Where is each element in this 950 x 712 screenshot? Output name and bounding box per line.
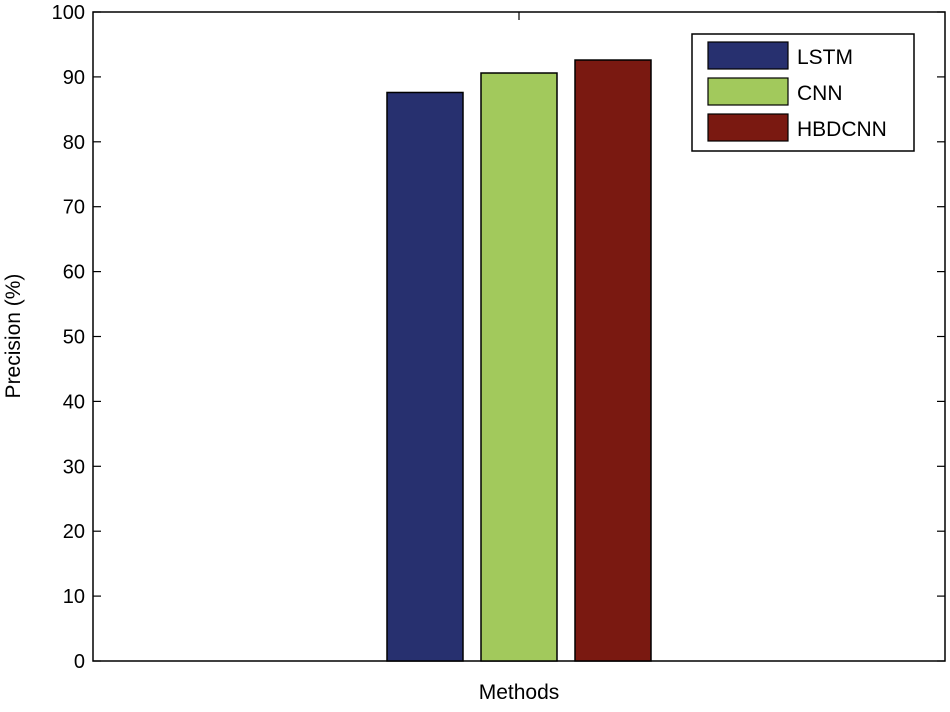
legend-swatch-cnn bbox=[707, 77, 789, 106]
y-tick-label: 50 bbox=[63, 327, 85, 349]
legend-label-hbdcnn: HBDCNN bbox=[797, 118, 887, 141]
legend-label-cnn: CNN bbox=[797, 82, 843, 105]
x-axis-label: Methods bbox=[479, 681, 560, 704]
legend: LSTM CNN HBDCNN bbox=[691, 33, 915, 152]
y-tick-label: 80 bbox=[63, 132, 85, 154]
legend-swatch-lstm bbox=[707, 41, 789, 70]
y-tick-label: 100 bbox=[52, 2, 85, 24]
y-tick-label: 0 bbox=[74, 651, 85, 673]
y-axis-ticks: 0 10 20 30 40 50 60 70 80 90 100 bbox=[52, 2, 945, 673]
bars bbox=[386, 59, 652, 662]
y-axis-label: Precision (%) bbox=[2, 274, 25, 399]
bar-lstm bbox=[386, 91, 464, 662]
bar-hbdcnn bbox=[574, 59, 652, 662]
legend-swatch-hbdcnn bbox=[707, 113, 789, 142]
y-tick-label: 30 bbox=[63, 456, 85, 478]
legend-label-lstm: LSTM bbox=[797, 46, 853, 69]
y-tick-label: 90 bbox=[63, 67, 85, 89]
y-tick-label: 40 bbox=[63, 391, 85, 413]
y-tick-label: 20 bbox=[63, 521, 85, 543]
bar-cnn bbox=[480, 72, 558, 662]
y-tick-label: 60 bbox=[63, 262, 85, 284]
y-tick-label: 70 bbox=[63, 197, 85, 219]
y-tick-label: 10 bbox=[63, 586, 85, 608]
